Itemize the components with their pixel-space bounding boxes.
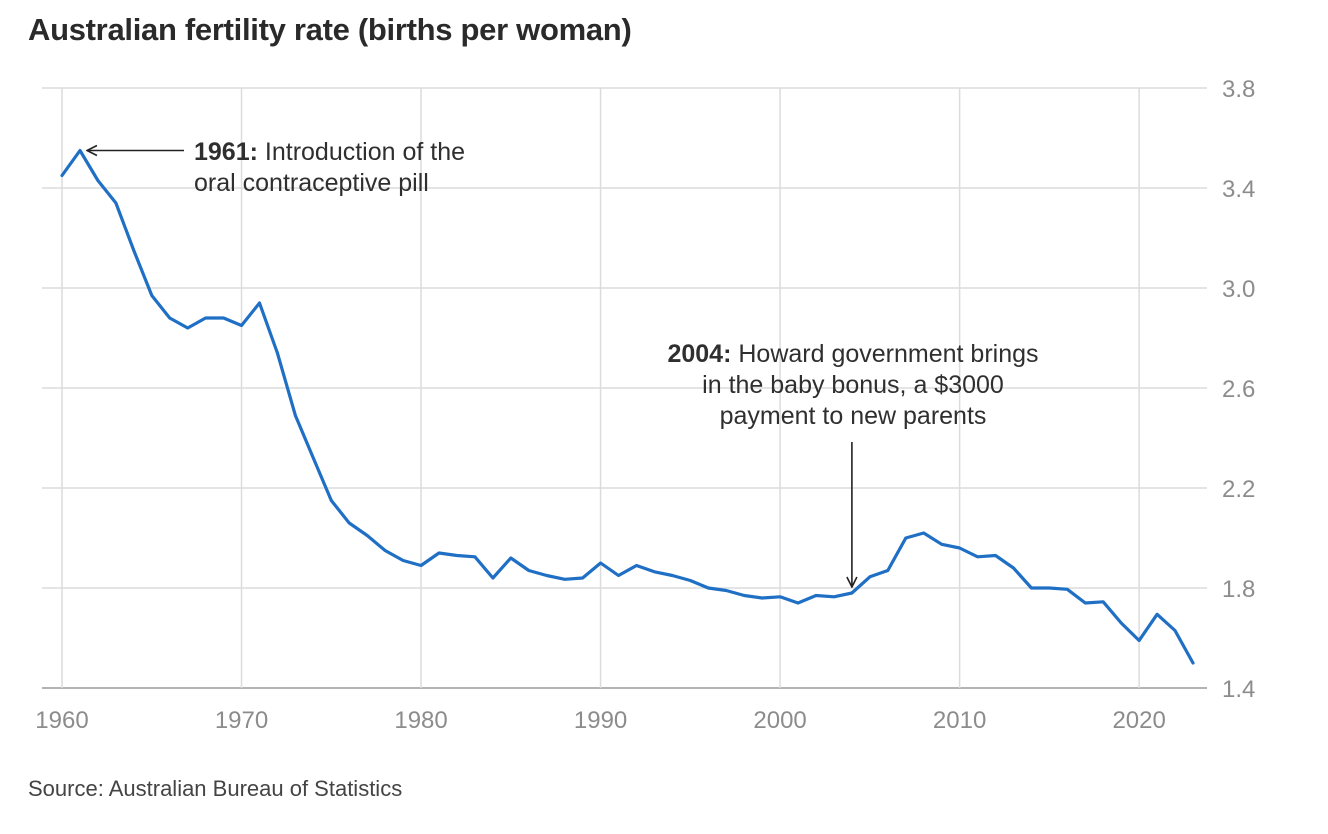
y-tick-label: 3.4 bbox=[1222, 176, 1255, 203]
x-tick-label: 2000 bbox=[753, 707, 806, 734]
annotation-1961: 1961: Introduction of the oral contracept… bbox=[194, 138, 465, 197]
y-tick-label: 1.4 bbox=[1222, 676, 1255, 703]
fertility-rate-line bbox=[60, 148, 1195, 665]
line-chart: 1.4 1.8 2.2 2.6 3.0 3.4 3.8 1960 1970 1980 1990 200… bbox=[35, 76, 1255, 734]
x-tick-label: 1960 bbox=[35, 707, 88, 734]
annotations: 1961: Introduction of the oral contracept… bbox=[87, 138, 1039, 587]
series-layer bbox=[60, 148, 1195, 665]
x-tick-label: 2020 bbox=[1112, 707, 1165, 734]
y-tick-label: 3.8 bbox=[1222, 76, 1255, 103]
y-tick-label: 3.0 bbox=[1222, 276, 1255, 303]
axis-ticks: 1.4 1.8 2.2 2.6 3.0 3.4 3.8 1960 1970 1980 1990 200… bbox=[35, 76, 1255, 734]
y-tick-label: 1.8 bbox=[1222, 576, 1255, 603]
source-note: Source: Australian Bureau of Statistics bbox=[28, 776, 403, 801]
x-tick-label: 1990 bbox=[574, 707, 627, 734]
x-tick-label: 2010 bbox=[933, 707, 986, 734]
grid-lines bbox=[42, 87, 1207, 689]
x-tick-label: 1980 bbox=[394, 707, 447, 734]
annotation-2004: 2004: Howard government brings in the bab… bbox=[667, 340, 1038, 430]
y-tick-label: 2.2 bbox=[1222, 476, 1255, 503]
chart-title: Australian fertility rate (births per wo… bbox=[28, 12, 632, 47]
y-tick-label: 2.6 bbox=[1222, 376, 1255, 403]
x-tick-label: 1970 bbox=[215, 707, 268, 734]
